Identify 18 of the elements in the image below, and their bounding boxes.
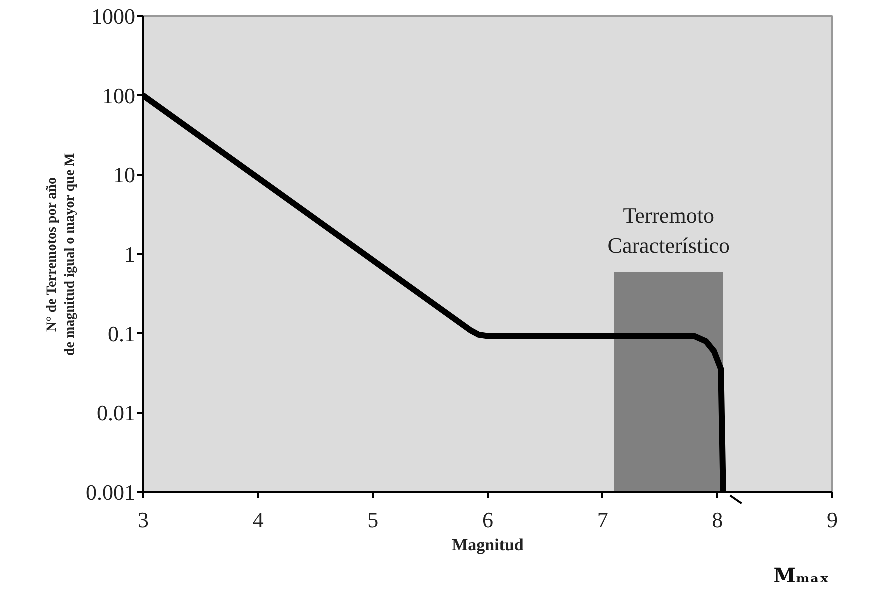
x-tick-label: 3	[138, 508, 149, 532]
x-axis-title: Magnitud	[452, 536, 524, 554]
y-tick-label: 1000	[92, 4, 136, 29]
y-axis-title: N° de Terremotos por año de magnitud igual o mayor que M	[45, 153, 78, 356]
y-tick-label: 1	[124, 242, 136, 267]
x-tick-label: 7	[597, 508, 608, 532]
x-tick-label: 9	[827, 508, 838, 532]
x-tick-label: 8	[712, 508, 724, 532]
y-tick-label: 0.01	[97, 400, 136, 426]
y-tick-label: 0.001	[86, 480, 136, 505]
y-tick-label: 100	[102, 83, 136, 108]
y-tick-label: 0.1	[108, 321, 136, 346]
y-tick-label: 10	[114, 162, 136, 188]
x-tick-label: 4	[252, 508, 264, 532]
x-tick-label: 5	[368, 508, 379, 532]
x-tick-label: 6	[482, 508, 494, 532]
annotation: Mₘₐₓ	[774, 564, 830, 588]
annotation: Terremoto Característico	[608, 203, 730, 258]
